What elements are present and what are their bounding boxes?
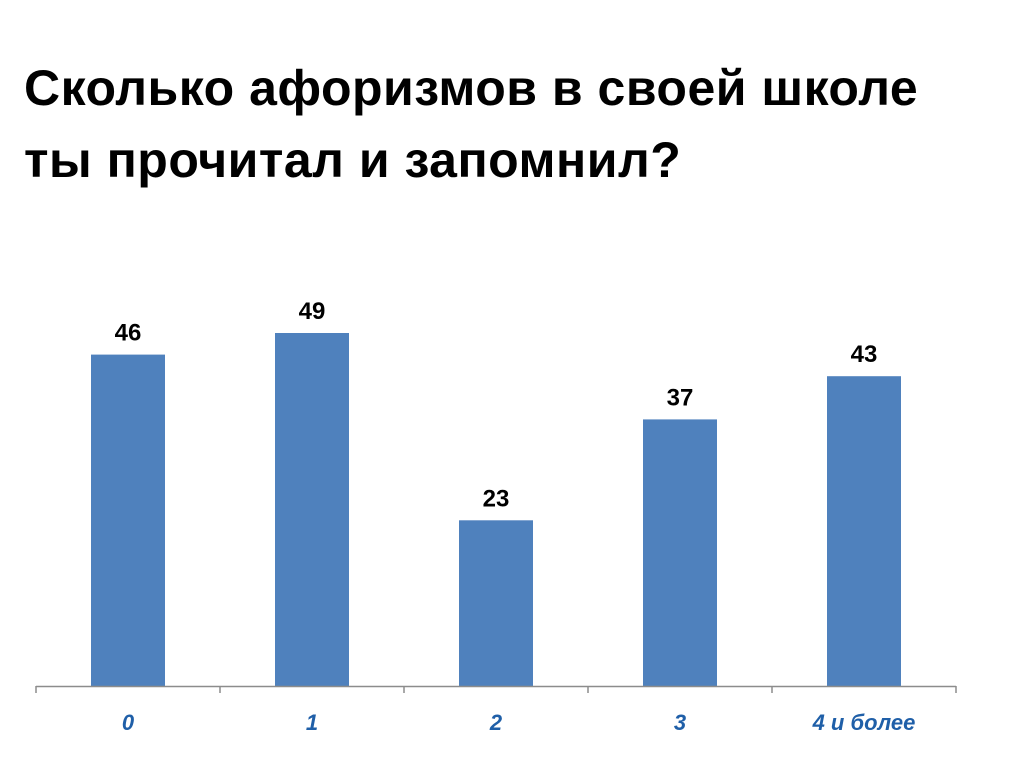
slide-title-line-1: Сколько афоризмов в своей школе — [24, 60, 919, 116]
data-label-1: 49 — [299, 298, 326, 325]
bar-1 — [275, 333, 349, 686]
x-tick-label-1: 1 — [306, 710, 318, 735]
x-tick-label-2: 2 — [489, 710, 503, 735]
bar-3 — [643, 419, 717, 686]
data-label-0: 46 — [115, 320, 142, 347]
data-label-2: 23 — [483, 485, 510, 512]
slide-title-line-2: ты прочитал и запомнил? — [24, 132, 682, 188]
bar-4 — [827, 376, 901, 686]
x-tick-label-3: 3 — [674, 710, 686, 735]
x-tick-label-0: 0 — [122, 710, 135, 735]
bar-0 — [91, 354, 165, 686]
x-tick-label-4: 4 и более — [812, 710, 916, 735]
data-label-4: 43 — [851, 341, 878, 368]
data-label-3: 37 — [667, 384, 694, 411]
slide-title: Сколько афоризмов в своей школе ты прочи… — [24, 52, 1004, 196]
bar-2 — [459, 520, 533, 686]
